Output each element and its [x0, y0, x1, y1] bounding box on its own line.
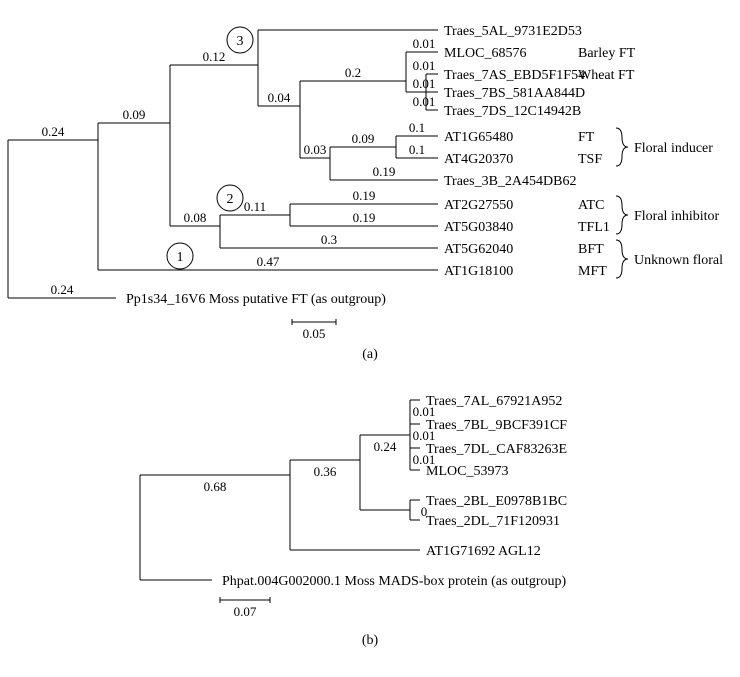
a-bl-H-I: 0.11	[244, 199, 266, 214]
a-leaf-t07: AT4G20370	[444, 152, 513, 167]
a-bl-A-H: 0.08	[184, 210, 207, 225]
a-annot-t02: Barley FT	[578, 46, 636, 61]
a-bl-I-t09: 0.19	[353, 188, 376, 203]
a-bl-H-t11: 0.3	[321, 232, 337, 247]
a-leaf-t06: AT1G65480	[444, 130, 513, 145]
a-annot-t09: ATC	[578, 198, 604, 213]
a-clade-2-label: 2	[227, 192, 234, 207]
a-brace-unknown-label: Unknown floral	[634, 253, 723, 268]
a-bl-G-t07: 0.1	[409, 142, 425, 157]
a-brace-unknown-brace	[616, 240, 628, 278]
a-bl-F-t08: 0.19	[373, 164, 396, 179]
a-scalebar-label: 0.05	[303, 326, 326, 341]
b-leaf-b08: Phpat.004G002000.1 Moss MADS-box protein…	[222, 574, 566, 589]
a-leaf-t04: Traes_7BS_581AA844D	[444, 86, 585, 101]
a-bl-D-t02: 0.01	[413, 36, 436, 51]
b-bl-in-X: 0.36	[314, 464, 337, 479]
b-caption: (b)	[362, 633, 379, 648]
a-brace-inducer-brace	[616, 128, 628, 166]
b-bl-X-Y: 0.24	[374, 439, 397, 454]
a-bl-in-t12: 0.47	[257, 254, 280, 269]
a-bl-C-F: 0.03	[304, 142, 327, 157]
b-leaf-b04: MLOC_53973	[426, 464, 508, 479]
b-leaf-b05: Traes_2BL_E0978B1BC	[426, 494, 567, 509]
a-clade-1-label: 1	[177, 250, 184, 265]
a-leaf-t11: AT5G62040	[444, 242, 513, 257]
a-bl-in-A: 0.09	[123, 107, 146, 122]
a-leaf-t12: AT1G18100	[444, 264, 513, 279]
a-leaf-t13: Pp1s34_16V6 Moss putative FT (as outgrou…	[126, 292, 386, 307]
b-leaf-b03: Traes_7DL_CAF83263E	[426, 442, 567, 457]
b-bl-root-in: 0.68	[204, 479, 227, 494]
a-annot-t03: Wheat FT	[578, 68, 635, 83]
a-annot-t11: BFT	[578, 242, 604, 257]
a-brace-inducer-label: Floral inducer	[634, 141, 713, 156]
a-bl-B-C: 0.04	[268, 90, 291, 105]
b-leaf-b06: Traes_2DL_71F120931	[426, 514, 560, 529]
a-leaf-t02: MLOC_68576	[444, 46, 526, 61]
a-bl-root-outgroup: 0.24	[51, 282, 74, 297]
a-bl-E-t03: 0.01	[413, 58, 436, 73]
b-bl-Y-b02: 0.01	[413, 428, 436, 443]
b-leaf-b01: Traes_7AL_67921A952	[426, 394, 562, 409]
a-caption: (a)	[362, 347, 378, 362]
a-brace-inhibitor-label: Floral inhibitor	[634, 209, 720, 224]
a-bl-G-t06: 0.1	[409, 120, 425, 135]
a-leaf-t10: AT5G03840	[444, 220, 513, 235]
a-annot-t06: FT	[578, 130, 595, 145]
b-bl-Y-b01: 0.01	[413, 404, 436, 419]
b-leaf-b02: Traes_7BL_9BCF391CF	[426, 418, 567, 433]
a-bl-E-t04: 0.01	[413, 76, 436, 91]
a-bl-C-D: 0.2	[345, 65, 361, 80]
b-scalebar-label: 0.07	[234, 604, 257, 619]
b-bl-Y-b03: 0.01	[413, 452, 436, 467]
a-bl-I-t10: 0.19	[353, 210, 376, 225]
b-bl-Z-b05: 0	[421, 504, 428, 519]
a-annot-t07: TSF	[578, 152, 602, 167]
a-annot-t12: MFT	[578, 264, 607, 279]
a-leaf-t05: Traes_7DS_12C14942B	[444, 104, 581, 119]
a-bl-F-G: 0.09	[352, 131, 375, 146]
b-leaf-b07: AT1G71692 AGL12	[426, 544, 541, 559]
a-bl-E-t05: 0.01	[413, 94, 436, 109]
a-brace-inhibitor-brace	[616, 196, 628, 234]
a-leaf-t08: Traes_3B_2A454DB62	[444, 174, 577, 189]
a-bl-root-ingroup: 0.24	[42, 124, 65, 139]
a-clade-3-label: 3	[237, 34, 244, 49]
a-leaf-t01: Traes_5AL_9731E2D53	[444, 24, 582, 39]
a-leaf-t09: AT2G27550	[444, 198, 513, 213]
a-bl-A-B: 0.12	[203, 49, 226, 64]
a-annot-t10: TFL1	[578, 220, 610, 235]
a-leaf-t03: Traes_7AS_EBD5F1F54	[444, 68, 585, 83]
